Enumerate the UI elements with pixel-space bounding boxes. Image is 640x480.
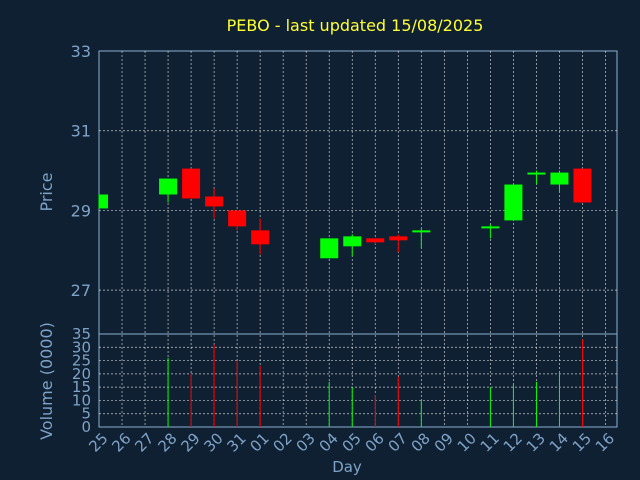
candle-body-12 bbox=[504, 184, 523, 221]
candle-body-08 bbox=[412, 230, 431, 233]
candle-body-15 bbox=[573, 168, 592, 203]
candle-body-07 bbox=[389, 236, 408, 241]
volume-tick-label-35: 35 bbox=[72, 325, 91, 343]
volume-axis-label: Volume (0000) bbox=[37, 322, 56, 440]
candle-body-31 bbox=[228, 210, 247, 227]
volume-tick-label-30: 30 bbox=[72, 338, 91, 356]
candle-body-29 bbox=[182, 168, 201, 199]
x-axis-label: Day bbox=[332, 458, 362, 476]
volume-tick-label-5: 5 bbox=[81, 405, 91, 423]
volume-tick-label-10: 10 bbox=[72, 391, 91, 409]
volume-layer bbox=[167, 339, 583, 427]
candle-body-28 bbox=[159, 178, 178, 195]
volume-tick-label-15: 15 bbox=[72, 378, 91, 396]
candle-body-13 bbox=[527, 172, 546, 175]
candle-body-11 bbox=[481, 226, 500, 229]
candle-body-25 bbox=[99, 194, 108, 209]
candle-body-04 bbox=[320, 238, 339, 259]
x-ticks-layer: 2526272829303101020304050607080910111213… bbox=[85, 429, 618, 455]
candle-body-06 bbox=[366, 238, 385, 243]
price-axis-label: Price bbox=[37, 172, 56, 211]
price-tick-label-27: 27 bbox=[71, 281, 91, 300]
price-tick-label-31: 31 bbox=[71, 122, 91, 141]
price-ticks-layer: 27 29 31 33 bbox=[71, 42, 91, 300]
price-tick-label-33: 33 bbox=[71, 42, 91, 61]
candles-layer bbox=[98, 168, 592, 259]
x-tick-label-16: 16 bbox=[592, 429, 618, 455]
candle-body-30 bbox=[205, 196, 224, 207]
price-tick-label-29: 29 bbox=[71, 201, 91, 220]
volume-tick-label-25: 25 bbox=[72, 352, 91, 370]
candle-body-05 bbox=[343, 236, 362, 247]
volume-tick-label-20: 20 bbox=[72, 365, 91, 383]
candle-body-14 bbox=[550, 172, 569, 185]
chart-title: PEBO - last updated 15/08/2025 bbox=[227, 16, 484, 35]
candle-body-01 bbox=[251, 230, 270, 245]
volume-plot-frame bbox=[98, 333, 618, 428]
volume-tick-label-0: 0 bbox=[81, 418, 91, 436]
